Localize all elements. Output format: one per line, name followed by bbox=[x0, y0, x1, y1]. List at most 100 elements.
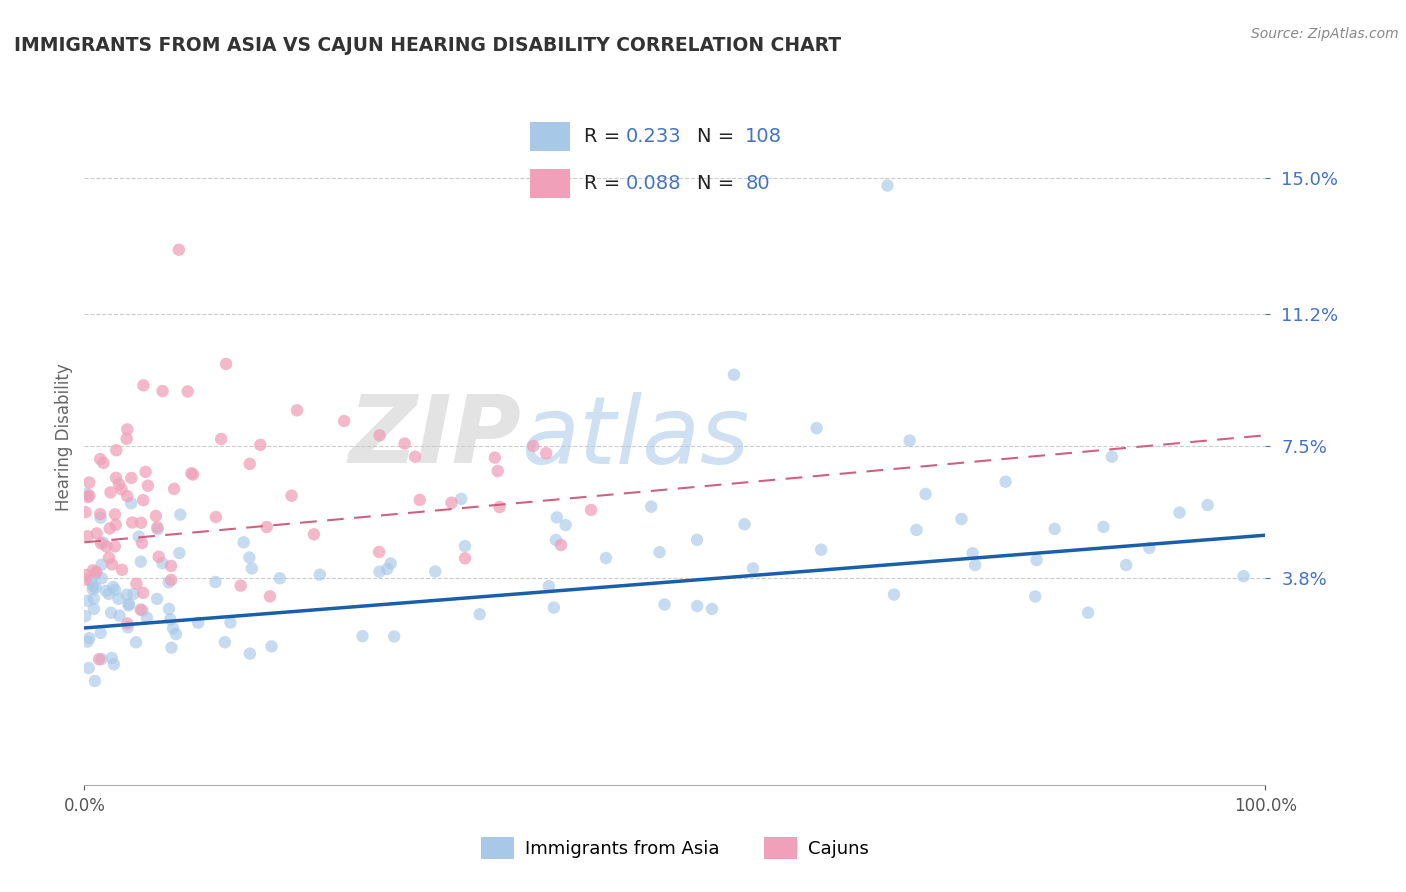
Point bbox=[129, 516, 152, 530]
Point bbox=[302, 527, 325, 541]
Point bbox=[898, 434, 921, 448]
Point bbox=[965, 558, 987, 572]
Point bbox=[157, 575, 180, 590]
Point bbox=[117, 599, 139, 613]
Point bbox=[488, 500, 510, 514]
Point bbox=[352, 629, 374, 643]
Point bbox=[105, 443, 128, 458]
Point bbox=[1043, 522, 1066, 536]
Point bbox=[269, 571, 291, 585]
Point bbox=[75, 568, 97, 582]
Point bbox=[148, 549, 170, 564]
Point bbox=[129, 555, 152, 569]
Text: 0.233: 0.233 bbox=[626, 127, 682, 146]
Point bbox=[117, 422, 139, 436]
Point bbox=[100, 606, 122, 620]
Point bbox=[89, 507, 111, 521]
Point bbox=[100, 485, 122, 500]
Point bbox=[135, 465, 157, 479]
Point bbox=[84, 566, 107, 581]
Point bbox=[408, 492, 430, 507]
Point bbox=[76, 490, 98, 504]
Point bbox=[806, 421, 828, 435]
Point bbox=[404, 450, 426, 464]
Point bbox=[131, 536, 153, 550]
Point bbox=[544, 533, 567, 547]
Point bbox=[125, 635, 148, 649]
Point bbox=[75, 505, 97, 519]
Point bbox=[394, 436, 416, 450]
Point bbox=[1077, 606, 1099, 620]
Point bbox=[83, 591, 105, 606]
Point bbox=[368, 565, 391, 579]
Text: Source: ZipAtlas.com: Source: ZipAtlas.com bbox=[1251, 27, 1399, 41]
Point bbox=[100, 651, 122, 665]
Bar bbox=[530, 122, 569, 151]
Point bbox=[90, 511, 112, 525]
Point bbox=[1232, 569, 1254, 583]
Point bbox=[145, 508, 167, 523]
Point bbox=[554, 518, 576, 533]
Point bbox=[1024, 590, 1046, 604]
Point bbox=[157, 602, 180, 616]
Point bbox=[146, 591, 169, 606]
Point bbox=[101, 580, 124, 594]
Bar bbox=[530, 169, 569, 198]
Point bbox=[77, 631, 100, 645]
Point bbox=[1168, 506, 1191, 520]
Point bbox=[86, 526, 108, 541]
Point bbox=[450, 491, 472, 506]
Point bbox=[136, 478, 159, 492]
Y-axis label: Hearing Disability: Hearing Disability bbox=[55, 363, 73, 511]
Point bbox=[883, 588, 905, 602]
Point bbox=[734, 517, 756, 532]
Point bbox=[382, 630, 405, 644]
Point bbox=[90, 571, 112, 585]
Text: R =: R = bbox=[583, 127, 626, 146]
Point bbox=[1197, 498, 1219, 512]
Point bbox=[121, 516, 143, 530]
Point bbox=[654, 598, 676, 612]
Point bbox=[96, 540, 118, 554]
Point bbox=[380, 557, 402, 571]
Point bbox=[686, 599, 709, 613]
Point bbox=[579, 503, 602, 517]
Point bbox=[260, 640, 283, 654]
Point bbox=[163, 482, 186, 496]
Point bbox=[468, 607, 491, 622]
Point bbox=[994, 475, 1017, 489]
Point bbox=[90, 536, 112, 550]
Point bbox=[375, 562, 398, 576]
Text: 108: 108 bbox=[745, 127, 782, 146]
Point bbox=[115, 588, 138, 602]
Point bbox=[162, 621, 184, 635]
Point bbox=[204, 574, 226, 589]
Point bbox=[111, 563, 134, 577]
Point bbox=[1025, 553, 1047, 567]
Point bbox=[165, 627, 187, 641]
Point bbox=[132, 378, 155, 392]
Point bbox=[93, 456, 115, 470]
Point bbox=[169, 508, 191, 522]
Point bbox=[169, 546, 191, 560]
Point bbox=[229, 579, 252, 593]
Point bbox=[82, 579, 104, 593]
Point bbox=[77, 661, 100, 675]
Point bbox=[104, 517, 127, 532]
Point bbox=[550, 538, 572, 552]
Point bbox=[104, 508, 127, 522]
Point bbox=[87, 652, 110, 666]
Point bbox=[249, 438, 271, 452]
Point bbox=[454, 539, 477, 553]
Point bbox=[94, 583, 117, 598]
Point bbox=[80, 574, 103, 589]
Point bbox=[543, 600, 565, 615]
Point bbox=[76, 634, 98, 648]
Point bbox=[425, 565, 447, 579]
Point bbox=[810, 542, 832, 557]
Point bbox=[120, 471, 142, 485]
Point bbox=[103, 657, 125, 672]
Point bbox=[368, 428, 391, 442]
Point bbox=[280, 489, 302, 503]
Text: atlas: atlas bbox=[522, 392, 749, 483]
